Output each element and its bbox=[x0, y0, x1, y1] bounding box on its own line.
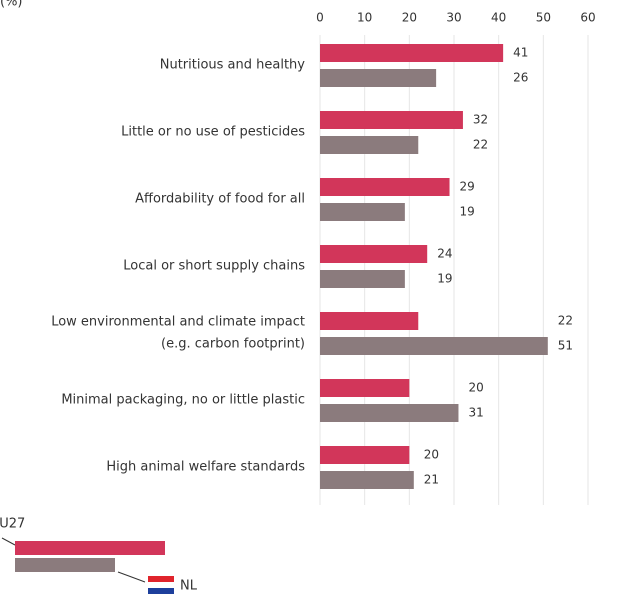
value-label: 26 bbox=[513, 71, 528, 85]
bar bbox=[320, 270, 405, 288]
legend-label: NL bbox=[180, 579, 198, 594]
bar bbox=[320, 44, 504, 62]
bar bbox=[320, 69, 437, 87]
value-label: 41 bbox=[513, 46, 528, 60]
category-label: High animal welfare standards bbox=[106, 460, 305, 475]
value-label: 20 bbox=[424, 448, 439, 462]
bar bbox=[320, 136, 419, 154]
bar bbox=[320, 446, 410, 464]
category-label: Affordability of food for all bbox=[135, 192, 305, 207]
bar bbox=[320, 471, 414, 489]
value-label: 22 bbox=[558, 314, 573, 328]
x-tick-label: 40 bbox=[491, 11, 506, 25]
category-label: Low environmental and climate impact bbox=[51, 315, 305, 330]
value-label: 32 bbox=[473, 113, 488, 127]
value-label: 19 bbox=[460, 205, 475, 219]
x-tick-label: 30 bbox=[446, 11, 461, 25]
value-label: 20 bbox=[468, 381, 483, 395]
bar bbox=[320, 379, 410, 397]
value-label: 29 bbox=[460, 180, 475, 194]
bar bbox=[320, 245, 428, 263]
category-label: Minimal packaging, no or little plastic bbox=[61, 393, 305, 408]
bar bbox=[320, 404, 459, 422]
category-label: Little or no use of pesticides bbox=[121, 125, 305, 140]
x-tick-label: 0 bbox=[316, 11, 324, 25]
nl-flag bbox=[148, 576, 174, 594]
bar bbox=[320, 203, 405, 221]
x-tick-label: 50 bbox=[536, 11, 551, 25]
legend-swatch bbox=[15, 541, 165, 555]
x-tick-label: 10 bbox=[357, 11, 372, 25]
bar bbox=[320, 111, 463, 129]
x-tick-label: 60 bbox=[580, 11, 595, 25]
x-tick-label: 20 bbox=[402, 11, 417, 25]
legend-leader bbox=[117, 571, 146, 583]
bar bbox=[320, 178, 450, 196]
value-label: 22 bbox=[473, 138, 488, 152]
category-label: Nutritious and healthy bbox=[160, 58, 306, 73]
unit-label: (%) bbox=[0, 0, 23, 10]
value-label: 21 bbox=[424, 473, 439, 487]
value-label: 19 bbox=[437, 272, 452, 286]
bar bbox=[320, 337, 548, 355]
legend-leader bbox=[1, 537, 16, 546]
bar bbox=[320, 312, 419, 330]
category-label: (e.g. carbon footprint) bbox=[161, 337, 305, 352]
value-label: 31 bbox=[468, 406, 483, 420]
legend-swatch bbox=[15, 558, 115, 572]
legend-label: EU27 bbox=[0, 517, 25, 532]
value-label: 51 bbox=[558, 339, 573, 353]
value-label: 24 bbox=[437, 247, 452, 261]
category-label: Local or short supply chains bbox=[123, 259, 305, 274]
